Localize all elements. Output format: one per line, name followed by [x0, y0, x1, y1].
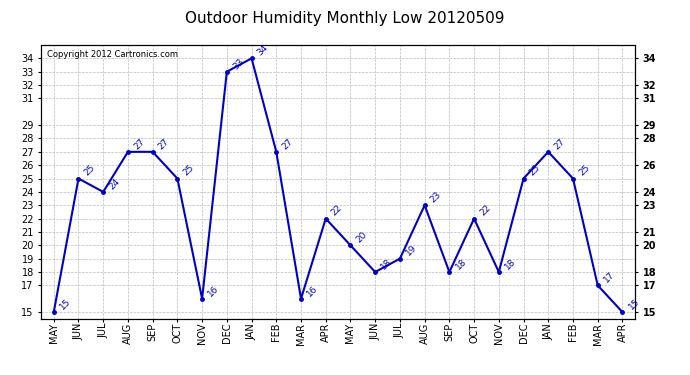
- Text: 19: 19: [404, 243, 419, 258]
- Text: Copyright 2012 Cartronics.com: Copyright 2012 Cartronics.com: [48, 51, 178, 60]
- Text: 18: 18: [453, 257, 468, 271]
- Text: 24: 24: [108, 177, 121, 191]
- Text: 15: 15: [58, 297, 72, 311]
- Text: 16: 16: [206, 284, 221, 298]
- Text: 23: 23: [428, 190, 443, 204]
- Text: 25: 25: [577, 164, 591, 178]
- Text: 34: 34: [256, 43, 270, 58]
- Text: 27: 27: [132, 136, 146, 151]
- Text: 15: 15: [627, 297, 641, 311]
- Text: 18: 18: [380, 257, 394, 271]
- Text: 16: 16: [305, 284, 319, 298]
- Text: 27: 27: [280, 136, 295, 151]
- Text: 20: 20: [355, 230, 369, 244]
- Text: Outdoor Humidity Monthly Low 20120509: Outdoor Humidity Monthly Low 20120509: [185, 11, 505, 26]
- Text: 17: 17: [602, 270, 616, 285]
- Text: 25: 25: [528, 164, 542, 178]
- Text: 18: 18: [503, 257, 518, 271]
- Text: 27: 27: [553, 136, 567, 151]
- Text: 25: 25: [181, 164, 196, 178]
- Text: 22: 22: [330, 204, 344, 218]
- Text: 22: 22: [478, 204, 493, 218]
- Text: 27: 27: [157, 136, 171, 151]
- Text: 33: 33: [231, 56, 246, 71]
- Text: 25: 25: [83, 164, 97, 178]
